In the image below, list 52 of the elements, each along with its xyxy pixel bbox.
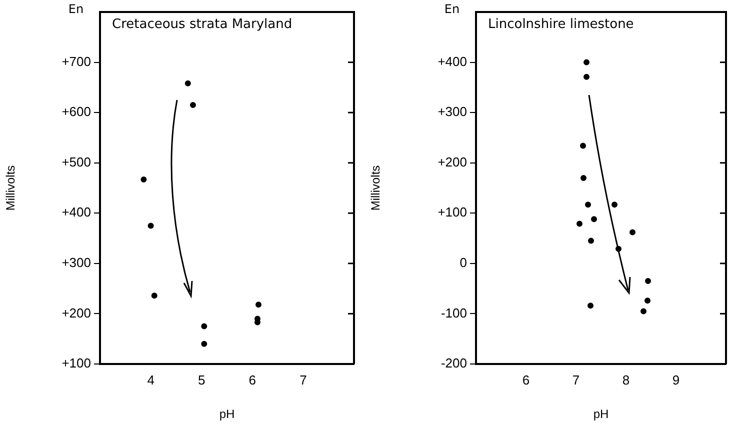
x-tick-label: 5 (198, 372, 206, 388)
x-tick-label: 6 (522, 372, 530, 388)
y-tick-label: +200 (62, 305, 91, 320)
point (584, 59, 590, 66)
y-tick-label: +700 (62, 54, 91, 69)
y-tick-label: -200 (440, 356, 467, 371)
y-tick-label: -100 (440, 305, 467, 320)
y-tick-label: +300 (438, 104, 467, 120)
point (576, 220, 582, 227)
point (190, 102, 196, 108)
y-tick-label: 0 (460, 255, 467, 270)
y-axis-title: Millivolts (4, 165, 18, 211)
chart-title: Lincolnshire limestone (488, 16, 634, 32)
point (151, 292, 158, 299)
y-tick-label: +400 (438, 54, 467, 69)
point (184, 80, 191, 86)
point (645, 278, 651, 284)
x-tick-label: 9 (672, 372, 680, 388)
point (612, 202, 618, 208)
x-tick-label: 4 (147, 372, 154, 388)
text: En (444, 2, 460, 16)
y-tick-label: +200 (438, 154, 467, 170)
point (630, 229, 636, 236)
point (255, 302, 262, 308)
x-tick-label: 6 (248, 372, 256, 388)
point (148, 222, 154, 229)
point (201, 323, 208, 330)
point (588, 302, 594, 309)
x-tick-label: 7 (300, 372, 307, 388)
x-axis-title: pH (593, 407, 609, 422)
point (580, 174, 586, 181)
chart-title: Cretaceous strata Maryland (112, 16, 292, 32)
y-tick-label: +600 (62, 104, 91, 120)
y-tick-label: +500 (62, 154, 91, 170)
x-tick-label: 8 (622, 372, 630, 388)
y-tick-label: +400 (62, 204, 91, 220)
point (591, 216, 597, 222)
point (140, 176, 147, 182)
y-tick-label: +300 (62, 255, 91, 270)
text: En (68, 2, 84, 16)
point (201, 340, 208, 347)
point (580, 142, 586, 149)
y-axis-title: Millivolts (368, 165, 383, 211)
x-tick-label: 7 (572, 372, 580, 388)
x-axis-title: pH (219, 407, 235, 422)
point (640, 308, 646, 314)
point (644, 298, 650, 304)
y-tick-label: +100 (62, 356, 91, 371)
point (585, 202, 591, 208)
y-tick-label: +100 (438, 204, 467, 220)
point (588, 238, 594, 244)
point (584, 74, 590, 80)
